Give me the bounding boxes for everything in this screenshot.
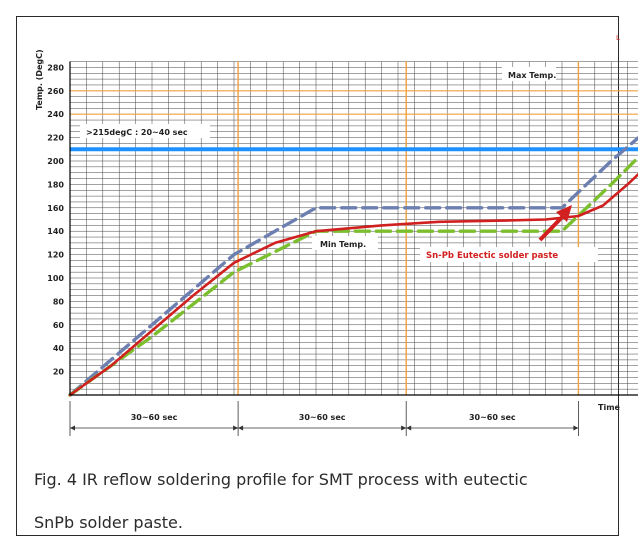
y-tick-label: 20	[53, 368, 65, 377]
min-temp-label: Min Temp.	[320, 240, 366, 249]
corner-mark: L	[616, 34, 620, 42]
y-tick-label: 280	[47, 63, 64, 72]
axis-layer	[69, 61, 638, 436]
y-tick-label: 160	[47, 204, 64, 213]
y-tick-label: 140	[47, 227, 64, 236]
y-tick-label: 40	[53, 344, 65, 353]
series-typical	[68, 172, 638, 397]
max-temp-label: Max Temp.	[508, 71, 556, 80]
segment-arrowhead	[238, 425, 244, 431]
y-tick-label: 260	[47, 87, 64, 96]
y-tick-label: 120	[47, 251, 64, 260]
reference-label-box: >215degC : 20~40 sec	[80, 124, 210, 138]
paste-label-box: Sn-Pb Eutectic solder paste	[420, 247, 598, 262]
y-tick-label: 180	[47, 180, 64, 189]
segment-label: 30~60 sec	[299, 413, 346, 422]
caption-line-1: Fig. 4 IR reflow soldering profile for S…	[34, 470, 528, 489]
segment-arrowhead	[406, 425, 412, 431]
x-axis-label: Time	[598, 403, 621, 412]
y-tick-label: 200	[47, 157, 64, 166]
segment-arrowhead	[70, 425, 75, 431]
figure-caption: Fig. 4 IR reflow soldering profile for S…	[34, 458, 614, 544]
reference-line-label: >215degC : 20~40 sec	[86, 128, 188, 137]
series-min	[68, 155, 638, 397]
segment-label: 30~60 sec	[131, 413, 178, 422]
y-tick-label: 220	[47, 134, 64, 143]
min-temp-label-box: Min Temp.	[312, 236, 378, 250]
y-tick-label: 80	[53, 297, 65, 306]
paste-label: Sn-Pb Eutectic solder paste	[426, 251, 558, 261]
y-axis-label: Temp. (DegC)	[35, 49, 44, 110]
segment-arrowhead	[401, 425, 407, 431]
series-max	[68, 135, 638, 397]
y-tick-label: 100	[47, 274, 64, 283]
max-temp-label-box: Max Temp.	[502, 67, 556, 81]
y-tick-label: 60	[53, 321, 65, 330]
series-layer	[68, 135, 638, 397]
segment-arrowhead	[233, 425, 239, 431]
segment-arrowhead	[573, 425, 579, 431]
caption-line-2: SnPb solder paste.	[34, 513, 183, 532]
paste-pointer-arrow	[538, 205, 572, 242]
y-tick-label: 240	[47, 110, 64, 119]
segment-dividers	[70, 61, 638, 395]
segment-label: 30~60 sec	[469, 413, 516, 422]
label-layer: 20 40 60 80 100 120 140 160 180 200 220 240 260 280 30…	[47, 63, 516, 422]
